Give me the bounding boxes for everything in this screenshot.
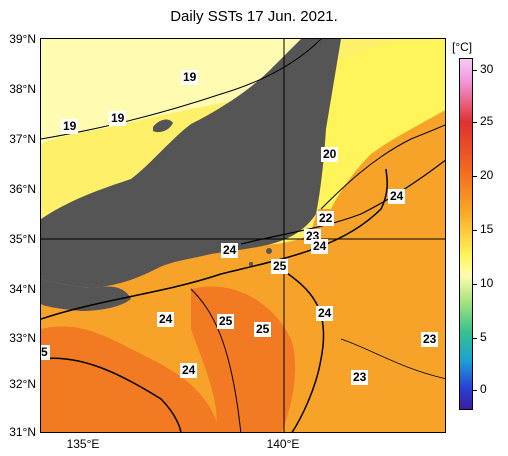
lon-label: 135°E — [66, 437, 100, 451]
contour-label: 25 — [254, 322, 272, 337]
land-sado — [153, 119, 173, 133]
lat-label: 37°N — [9, 132, 36, 146]
colorbar-label: 25 — [480, 114, 494, 128]
lat-label: 31°N — [9, 425, 36, 439]
colorbar-label: 30 — [480, 62, 494, 76]
contour-24c — [41, 357, 182, 432]
contour-label: 23 — [421, 332, 439, 347]
contour-label: 22 — [317, 211, 335, 226]
sst-map-svg — [41, 39, 445, 432]
contour-22 — [240, 159, 445, 245]
lat-label: 36°N — [9, 182, 36, 196]
contour-19 — [41, 39, 322, 140]
warm-patch-sw — [41, 326, 221, 432]
colorbar-label: 5 — [480, 330, 487, 344]
contour-label: 20 — [321, 147, 339, 162]
colorbar-tick — [473, 338, 477, 339]
lat-label: 34°N — [9, 282, 36, 296]
contour-label: 24 — [316, 306, 334, 321]
contour-label: 24 — [388, 189, 406, 204]
lat-label: 33°N — [9, 331, 36, 345]
colorbar — [459, 58, 473, 410]
land-izu-1 — [266, 248, 272, 254]
contour-label: 24 — [311, 239, 329, 254]
colorbar-label: 10 — [480, 276, 494, 290]
colorbar-label: 20 — [480, 168, 494, 182]
lat-label: 39°N — [9, 32, 36, 46]
colorbar-tick — [473, 284, 477, 285]
contour-label: 24 — [221, 243, 239, 258]
colorbar-tick — [473, 176, 477, 177]
map-title: Daily SSTs 17 Jun. 2021. — [170, 8, 338, 25]
contour-label: 5 — [41, 345, 50, 360]
contour-label: 19 — [61, 119, 79, 134]
land-honshu — [41, 39, 341, 288]
lat-label: 35°N — [9, 232, 36, 246]
contour-label: 23 — [351, 370, 369, 385]
lon-label: 140°E — [266, 437, 300, 451]
cool-sea-northeast — [311, 39, 445, 209]
contour-label: 25 — [271, 259, 289, 274]
contour-20 — [320, 124, 445, 210]
colorbar-label: 15 — [480, 222, 494, 236]
sst-map: 19 19 19 20 24 22 23 24 24 25 24 25 25 2… — [40, 38, 446, 433]
contour-25a — [190, 288, 242, 432]
colorbar-unit: [°C] — [452, 40, 473, 54]
contour-label: 25 — [217, 314, 235, 329]
colorbar-label: 0 — [480, 382, 487, 396]
lat-label: 38°N — [9, 82, 36, 96]
land-izu-2 — [249, 262, 253, 266]
colorbar-tick — [473, 122, 477, 123]
colorbar-tick — [473, 390, 477, 391]
contour-label: 24 — [180, 363, 198, 378]
colorbar-tick — [473, 70, 477, 71]
contour-24b — [280, 268, 325, 432]
contour-label: 24 — [157, 312, 175, 327]
contour-label: 19 — [109, 111, 127, 126]
contour-23 — [340, 338, 445, 379]
land-shikoku — [41, 279, 131, 311]
contour-label: 19 — [181, 70, 199, 85]
lat-label: 32°N — [9, 377, 36, 391]
colorbar-tick — [473, 230, 477, 231]
